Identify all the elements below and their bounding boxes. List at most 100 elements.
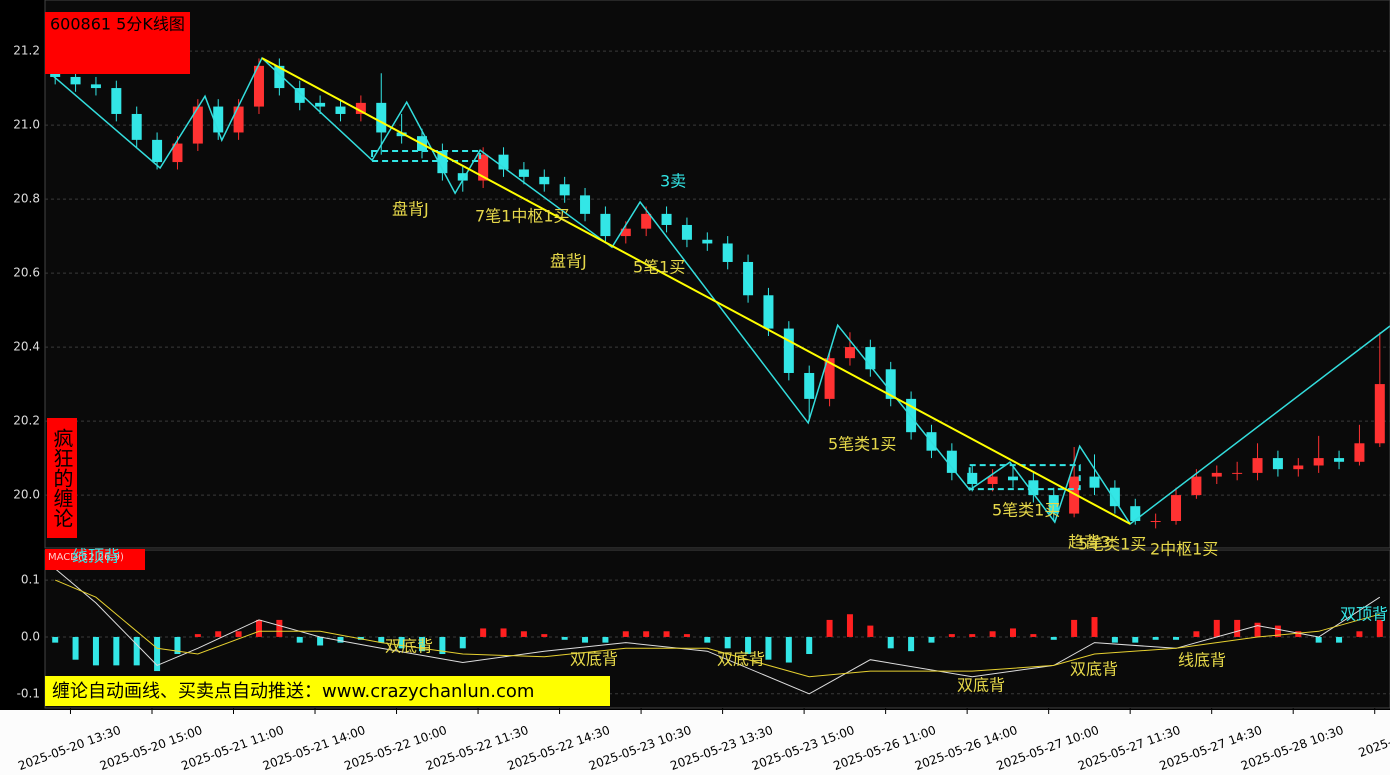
y-tick-label: 21.0 (13, 118, 40, 132)
macd-bar (113, 636, 120, 666)
candle-body (478, 154, 489, 181)
y-tick-label: 0.1 (21, 573, 40, 587)
candle-body (1272, 458, 1283, 470)
macd-bar (1009, 628, 1016, 637)
macd-bar (1254, 622, 1261, 637)
candle-body (355, 102, 366, 114)
macd-bar (785, 636, 792, 663)
candle-body (743, 261, 754, 296)
annotation: 盘背J (550, 252, 587, 271)
candle-body (1109, 487, 1120, 507)
macd-bar (459, 636, 466, 649)
candle-body (253, 65, 264, 107)
macd-bar (887, 636, 894, 649)
macd-bar (317, 636, 324, 646)
candle-body (437, 150, 448, 174)
macd-bar (174, 636, 181, 655)
macd-bar (1030, 634, 1037, 637)
pivot-box (371, 149, 482, 162)
annotation: 趋背3 (1068, 533, 1110, 552)
candle-body (722, 243, 733, 262)
y-tick-label: 20.4 (13, 340, 40, 354)
candle-body (1211, 472, 1222, 477)
annotation: 5笔1买 (633, 258, 685, 277)
macd-bar (683, 634, 690, 637)
candle-body (865, 347, 876, 370)
macd-title: MACD(12,26,9) (48, 552, 124, 563)
candle-body (131, 113, 142, 140)
x-axis-area (0, 710, 1390, 775)
macd-bar (276, 619, 283, 637)
candle-body (1374, 384, 1385, 444)
macd-bar (520, 631, 527, 637)
y-tick-label: 20.0 (13, 488, 40, 502)
candle-body (498, 154, 509, 170)
macd-bar (806, 636, 813, 655)
y-tick-label: 20.8 (13, 192, 40, 206)
candle-body (600, 213, 611, 237)
annotation: 双底背 (570, 650, 618, 669)
macd-bar (419, 636, 426, 652)
candle-body (620, 228, 631, 237)
macd-bar (928, 636, 935, 643)
annotation: 双底背 (717, 650, 765, 669)
candle-body (804, 372, 815, 399)
side-label: 疯狂的缠论 (47, 418, 77, 538)
y-tick-label: -0.1 (17, 686, 40, 700)
macd-bar (1234, 619, 1241, 637)
macd-bar (846, 614, 853, 637)
macd-bar (704, 636, 711, 643)
macd-bar (1173, 636, 1180, 640)
candle-body (1313, 458, 1324, 466)
candle-body (233, 106, 244, 133)
macd-bar (154, 636, 161, 672)
candle-body (192, 106, 203, 144)
annotation: 双底背 (957, 676, 1005, 695)
annotation: 线底背 (1178, 651, 1226, 670)
candle-body (559, 184, 570, 196)
macd-bar (1111, 636, 1118, 643)
y-tick-label: 20.2 (13, 414, 40, 428)
candle-body (641, 213, 652, 229)
chart-title: 600861 5分K线图 (50, 15, 185, 34)
candle-body (1048, 495, 1059, 514)
macd-bar (826, 619, 833, 637)
macd-bar (235, 631, 242, 637)
candle-body (906, 398, 917, 433)
annotation: 5笔类1买 (828, 435, 896, 454)
annotation: 5笔类1买 (992, 501, 1060, 520)
candle-body (824, 358, 835, 399)
candle-body (1191, 476, 1202, 496)
macd-bar (500, 628, 507, 637)
macd-bar (969, 634, 976, 637)
candle-body (1089, 476, 1100, 488)
banner: 缠论自动画线、买卖点自动推送：www.crazychanlun.com (52, 681, 534, 702)
annotation: 双顶背 (1340, 605, 1388, 624)
candle-body (967, 472, 978, 484)
macd-bar (439, 636, 446, 655)
macd-bar (1152, 636, 1159, 640)
annotation: 双底背 (385, 637, 433, 656)
trend-line (261, 57, 1131, 525)
candle-body (1150, 520, 1161, 522)
candle-body (1028, 480, 1039, 496)
candle-body (274, 65, 285, 89)
macd-bar (72, 636, 79, 660)
macd-bar (398, 636, 405, 649)
macd-bar (1376, 619, 1383, 637)
macd-bar (765, 636, 772, 660)
candle-body (1293, 465, 1304, 470)
y-tick-label: 0.0 (21, 629, 40, 643)
macd-bar (663, 631, 670, 637)
candle-body (1334, 458, 1345, 462)
annotation: 双底背 (1070, 660, 1118, 679)
macd-bar (1315, 636, 1322, 643)
candle-body (315, 102, 326, 107)
candle-body (885, 369, 896, 399)
pivot-box (968, 464, 1081, 491)
candle-body (783, 328, 794, 373)
macd-bar (948, 634, 955, 637)
candle-body (111, 88, 122, 114)
macd-bar (1356, 631, 1363, 637)
